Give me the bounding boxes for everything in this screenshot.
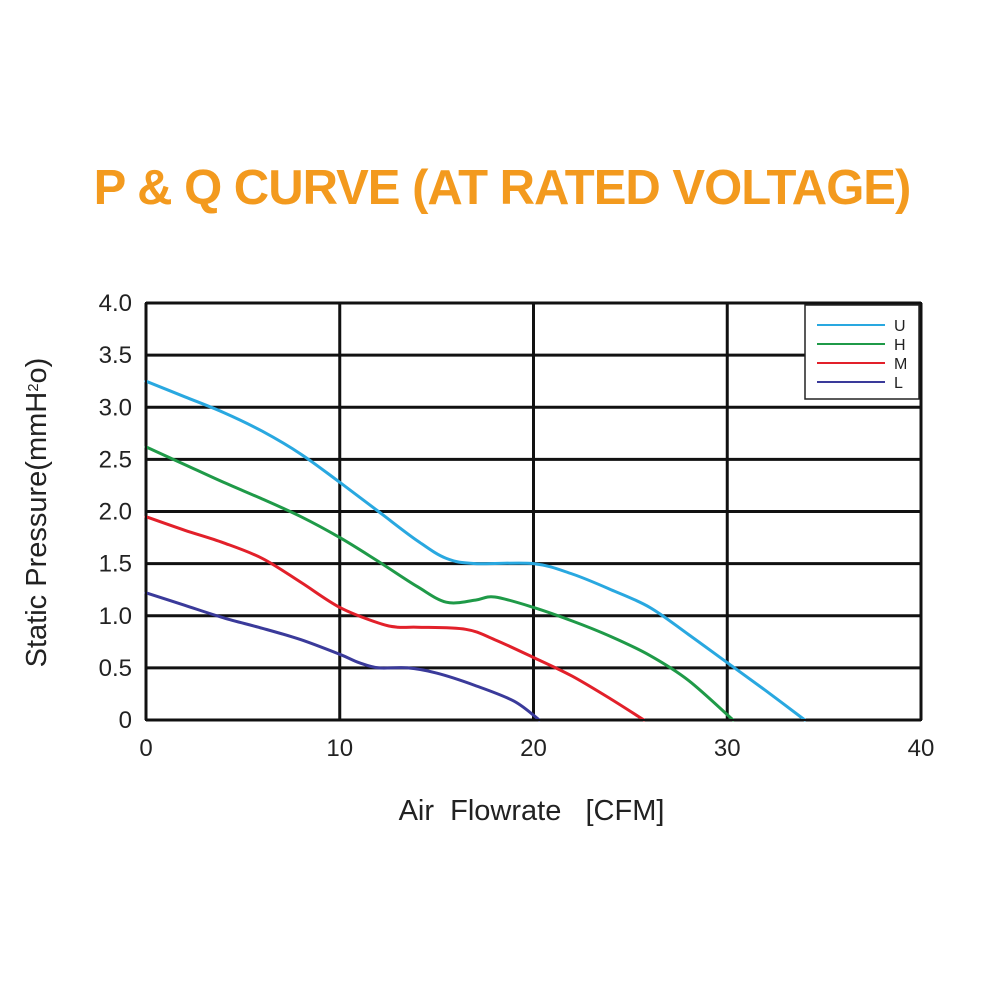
y-axis-title-tail: o) — [21, 358, 53, 384]
series-layer — [144, 379, 807, 722]
legend-label-u: U — [894, 318, 906, 335]
x-tick-label: 30 — [714, 735, 741, 762]
legend-label-h: H — [894, 337, 906, 354]
legend-label-m: M — [894, 356, 907, 373]
y-axis-title-sup: 2 — [25, 383, 42, 391]
series-line-l — [144, 591, 541, 722]
y-axis-title-main: Static Pressure(mmH — [21, 392, 53, 668]
x-axis-title: Air Flowrate [CFM] — [399, 795, 665, 827]
series-line-m — [144, 515, 646, 722]
tick-layer: 0 0.5 1.0 1.5 2.0 2.5 3.0 3.5 4.0 0 10 20 30 40 — [99, 290, 935, 762]
plot-frame — [145, 302, 922, 721]
y-axis-title: Static Pressure(mmH2o) — [21, 358, 53, 668]
series-line-u — [144, 379, 807, 722]
x-tick-label: 20 — [520, 735, 547, 762]
y-tick-label: 0 — [119, 707, 132, 734]
legend-label-l: L — [894, 375, 903, 392]
y-tick-label: 2.5 — [99, 446, 132, 473]
chart-title: P & Q CURVE (AT RATED VOLTAGE) — [93, 161, 912, 215]
series-line-h — [144, 445, 735, 722]
y-tick-label: 2.0 — [99, 499, 132, 526]
y-tick-label: 3.0 — [99, 394, 132, 421]
y-tick-label: 4.0 — [99, 290, 132, 317]
y-tick-label: 0.5 — [99, 655, 132, 682]
y-tick-label: 1.5 — [99, 551, 132, 578]
x-tick-label: 10 — [326, 735, 353, 762]
y-tick-label: 1.0 — [99, 603, 132, 630]
x-tick-label: 40 — [908, 735, 935, 762]
x-tick-label: 0 — [139, 735, 152, 762]
y-tick-label: 3.5 — [99, 342, 132, 369]
legend-box — [804, 304, 920, 400]
